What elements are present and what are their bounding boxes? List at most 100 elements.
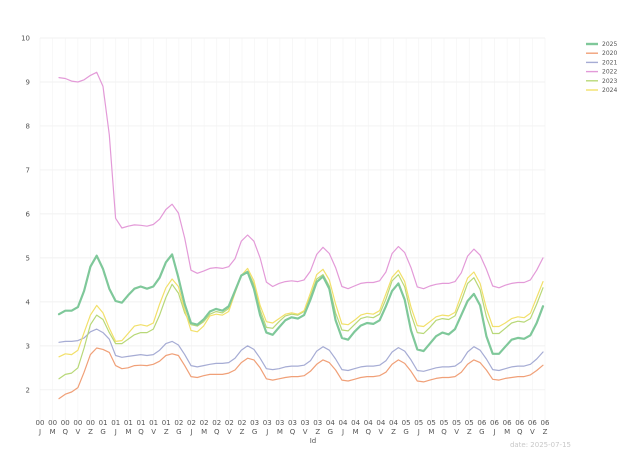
x-tick-label-top: 06	[490, 419, 499, 427]
y-tick-label: 9	[26, 78, 30, 86]
y-tick-label: 6	[26, 210, 31, 218]
series-layer	[57, 71, 545, 400]
x-tick-label-top: 03	[250, 419, 259, 427]
footer-date: date: 2025-07-15	[510, 441, 571, 449]
x-tick-label-top: 05	[402, 419, 411, 427]
x-tick-label-top: 04	[326, 419, 335, 427]
x-tick-label-top: 01	[149, 419, 158, 427]
series-line-2023	[58, 270, 544, 380]
x-tick-label-top: 01	[162, 419, 171, 427]
x-tick-label-bottom: Z	[543, 428, 548, 436]
x-tick-label-bottom: M	[201, 428, 207, 436]
x-tick-label-top: 02	[187, 419, 196, 427]
series-line-2025	[57, 253, 545, 355]
x-tick-label-top: 02	[174, 419, 183, 427]
x-tick-label-bottom: J	[417, 428, 420, 436]
grid	[39, 37, 546, 425]
x-tick-label-bottom: Q	[441, 428, 447, 436]
x-tick-label-top: 00	[61, 419, 70, 427]
x-tick-label-top: 06	[477, 419, 486, 427]
y-axis-ticks: 2 3 4 5 6 7 8 9 10	[21, 35, 30, 395]
y-tick-label: 10	[21, 35, 30, 43]
y-tick-label: 5	[26, 254, 30, 262]
x-tick-label-top: 04	[339, 419, 348, 427]
legend-label-2024: 2024	[602, 87, 617, 94]
x-tick-label-top: 05	[427, 419, 436, 427]
y-tick-label: 2	[26, 386, 30, 394]
x-tick-label-bottom: J	[341, 428, 344, 436]
x-tick-label-top: 02	[212, 419, 221, 427]
x-tick-label-top: 04	[389, 419, 398, 427]
x-axis-ticks: 00J00M00Q00V00Z01G01J01M01Q01V01Z02G02J0…	[36, 419, 550, 436]
x-tick-label-bottom: G	[328, 428, 333, 436]
series-line-2020	[58, 347, 544, 400]
x-tick-label-bottom: V	[303, 428, 308, 436]
x-tick-label-top: 03	[301, 419, 310, 427]
x-tick-label-bottom: J	[265, 428, 268, 436]
x-tick-label-bottom: M	[504, 428, 510, 436]
x-tick-label-bottom: G	[479, 428, 484, 436]
x-tick-label-bottom: M	[428, 428, 434, 436]
x-tick-label-bottom: M	[353, 428, 359, 436]
x-tick-label-bottom: M	[50, 428, 56, 436]
x-tick-label-top: 03	[313, 419, 322, 427]
x-tick-label-top: 02	[238, 419, 247, 427]
x-tick-label-top: 05	[465, 419, 474, 427]
x-tick-label-bottom: Z	[164, 428, 169, 436]
y-tick-label: 7	[26, 166, 30, 174]
x-tick-label-bottom: Z	[315, 428, 320, 436]
x-axis-title: Id	[310, 437, 317, 445]
x-tick-label-top: 01	[124, 419, 133, 427]
x-tick-label-top: 04	[364, 419, 373, 427]
x-tick-label-bottom: Q	[290, 428, 296, 436]
x-tick-label-top: 04	[376, 419, 385, 427]
x-tick-label-top: 01	[111, 419, 120, 427]
x-tick-label-bottom: V	[227, 428, 232, 436]
x-tick-label-bottom: Q	[62, 428, 68, 436]
x-tick-label-bottom: Q	[365, 428, 371, 436]
x-tick-label-top: 06	[541, 419, 550, 427]
legend-label-2021: 2021	[602, 59, 617, 66]
x-tick-label-top: 00	[36, 419, 45, 427]
x-tick-label-bottom: G	[176, 428, 181, 436]
x-tick-label-top: 03	[263, 419, 272, 427]
x-tick-label-top: 06	[528, 419, 537, 427]
series-line-2021	[58, 328, 544, 372]
x-tick-label-top: 03	[288, 419, 297, 427]
series-line-2024	[58, 267, 544, 358]
x-tick-label-top: 03	[275, 419, 284, 427]
legend: 2025 2020 2021 2022 2023 2024	[586, 41, 617, 94]
x-tick-label-bottom: Q	[214, 428, 220, 436]
legend-label-2025: 2025	[602, 41, 617, 48]
y-tick-label: 4	[26, 298, 31, 306]
x-tick-label-bottom: V	[151, 428, 156, 436]
legend-label-2023: 2023	[602, 78, 617, 85]
x-tick-label-top: 06	[515, 419, 524, 427]
x-tick-label-bottom: M	[277, 428, 283, 436]
x-tick-label-top: 05	[440, 419, 449, 427]
y-tick-label: 3	[26, 342, 30, 350]
x-tick-label-bottom: J	[38, 428, 41, 436]
x-tick-label-top: 00	[73, 419, 82, 427]
x-tick-label-bottom: V	[75, 428, 80, 436]
x-tick-label-top: 05	[414, 419, 423, 427]
x-tick-label-top: 05	[452, 419, 461, 427]
x-tick-label-bottom: G	[252, 428, 257, 436]
x-tick-label-bottom: M	[125, 428, 131, 436]
x-tick-label-bottom: J	[492, 428, 495, 436]
x-tick-label-top: 00	[86, 419, 95, 427]
legend-label-2020: 2020	[602, 50, 617, 57]
x-tick-label-bottom: V	[530, 428, 535, 436]
x-tick-label-top: 00	[48, 419, 57, 427]
x-tick-label-bottom: Z	[88, 428, 93, 436]
x-tick-label-bottom: G	[403, 428, 408, 436]
x-tick-label-bottom: Z	[240, 428, 245, 436]
x-tick-label-bottom: Z	[391, 428, 396, 436]
x-tick-label-bottom: V	[454, 428, 459, 436]
x-tick-label-top: 02	[200, 419, 209, 427]
x-tick-label-top: 04	[351, 419, 360, 427]
x-tick-label-bottom: G	[100, 428, 105, 436]
x-tick-label-bottom: J	[189, 428, 192, 436]
